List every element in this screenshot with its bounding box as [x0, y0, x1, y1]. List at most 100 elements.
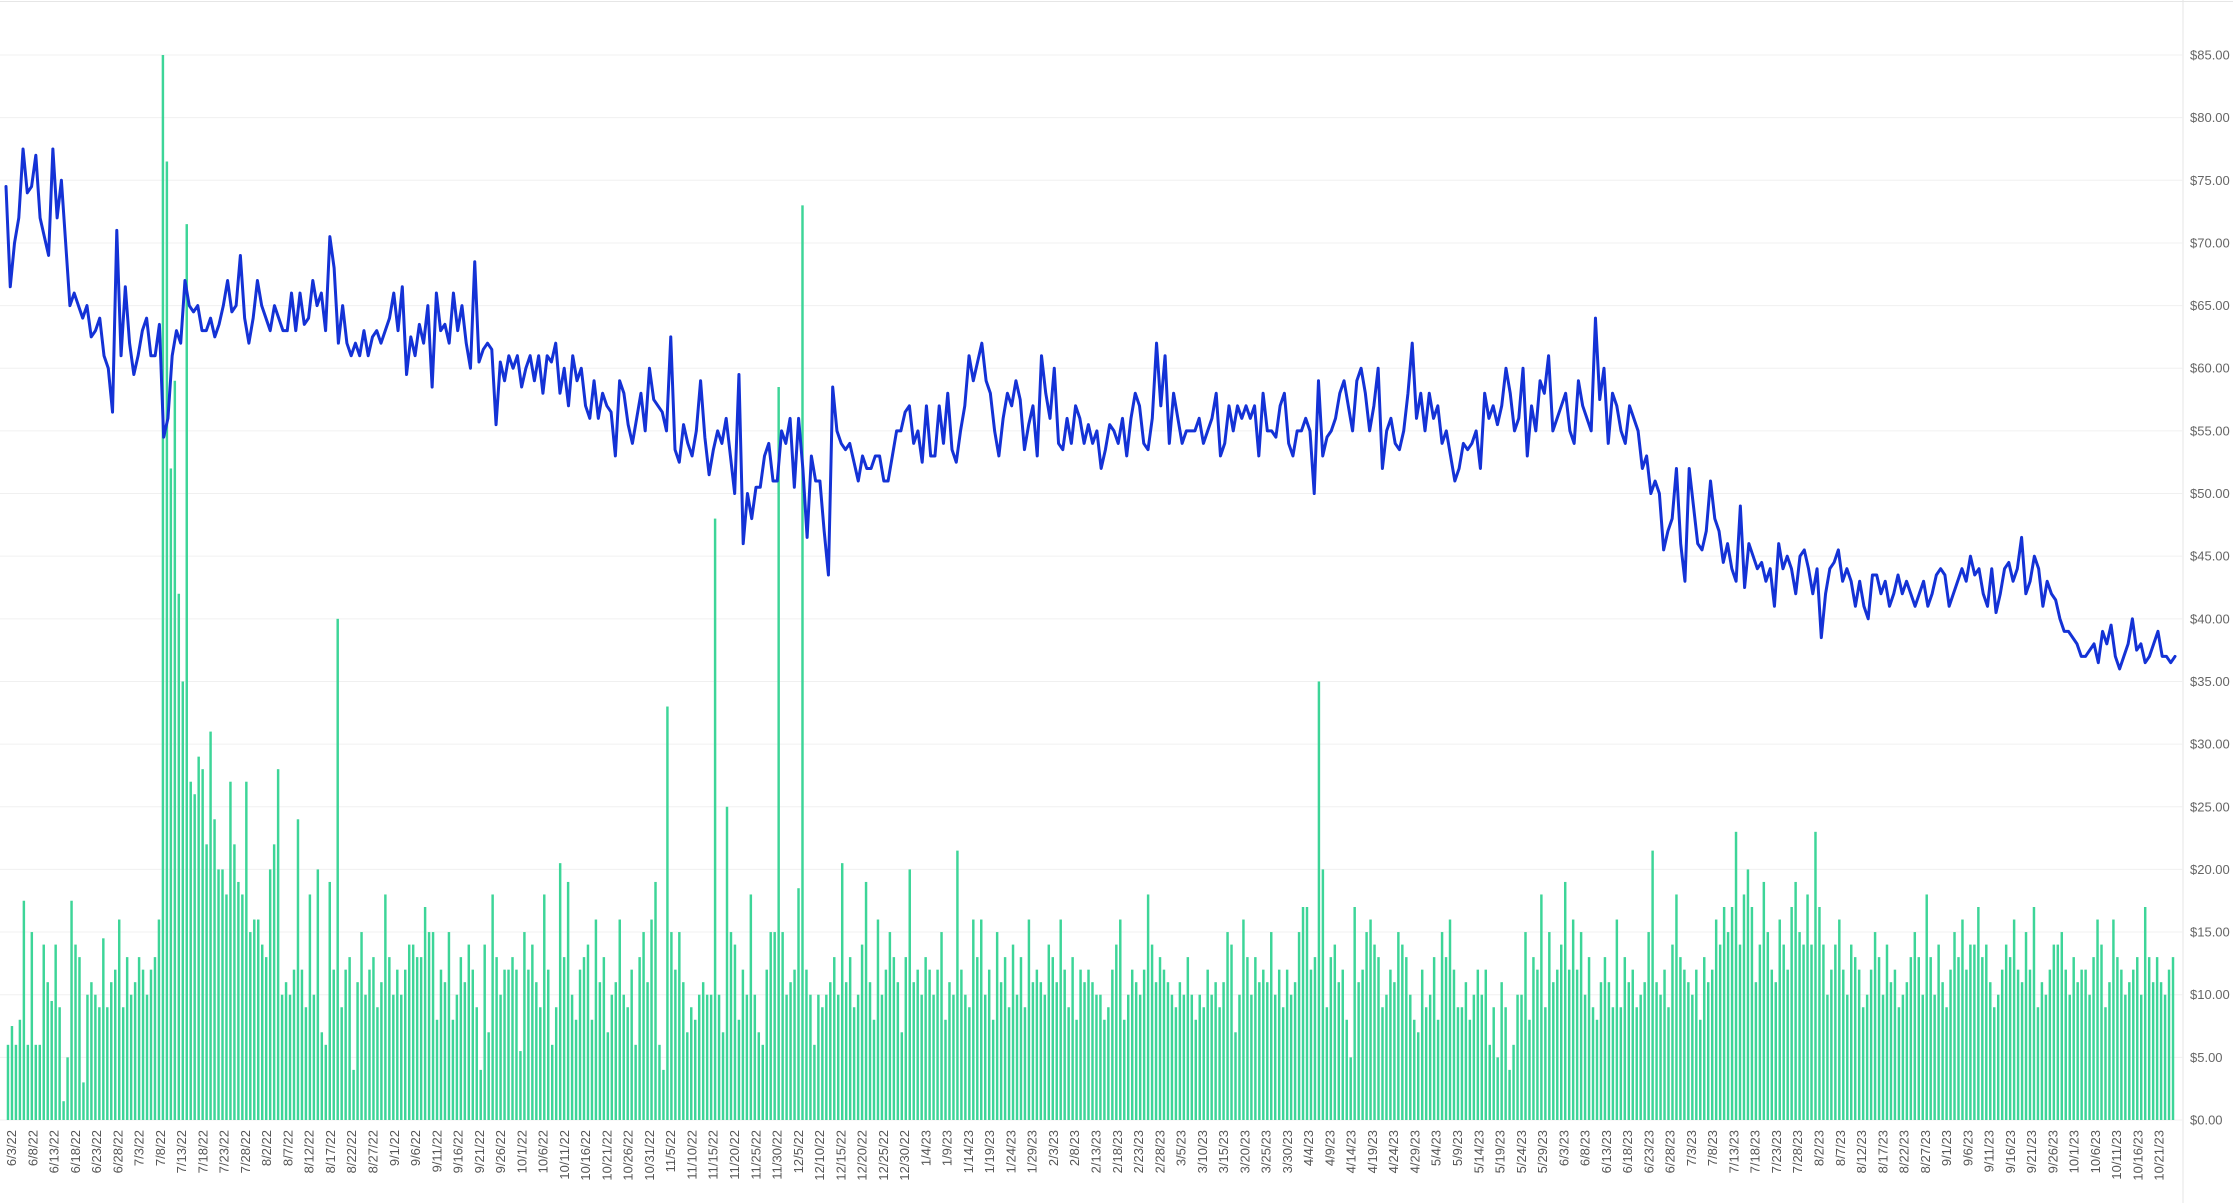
volume-bar — [2016, 969, 2020, 1120]
volume-bar — [1039, 982, 1043, 1120]
x-tick-label: 9/21/22 — [472, 1130, 487, 1173]
volume-bar — [1619, 1007, 1623, 1120]
volume-bar — [844, 982, 848, 1120]
volume-bar — [1842, 969, 1845, 1120]
volume-bar — [114, 969, 117, 1120]
volume-bar — [1953, 932, 1956, 1120]
volume-bar — [1830, 969, 1833, 1120]
volume-bar — [1107, 1007, 1110, 1120]
volume-bar — [376, 1007, 379, 1120]
volume-bar — [562, 957, 566, 1120]
volume-bar — [678, 932, 681, 1120]
volume-bar — [642, 932, 645, 1120]
volume-bar — [1885, 944, 1889, 1120]
volume-bar — [1981, 957, 1984, 1120]
volume-bar — [451, 1019, 455, 1120]
volume-bar — [1424, 1007, 1428, 1120]
volume-bar — [709, 994, 713, 1120]
volume-bar — [1865, 994, 1869, 1120]
volume-bar — [1881, 994, 1885, 1120]
x-tick-label: 12/20/22 — [855, 1130, 870, 1181]
y-tick-label: $55.00 — [2190, 423, 2230, 438]
volume-bar — [1273, 994, 1277, 1120]
y-tick-label: $45.00 — [2190, 549, 2230, 564]
volume-bar — [1989, 982, 1992, 1120]
volume-bar — [2147, 957, 2151, 1120]
volume-bar — [1929, 957, 1932, 1120]
x-tick-label: 7/18/22 — [195, 1130, 210, 1173]
volume-bar — [1111, 969, 1114, 1120]
x-tick-label: 7/18/23 — [1748, 1130, 1763, 1173]
x-tick-label: 6/23/23 — [1641, 1130, 1656, 1173]
volume-bar — [324, 1044, 328, 1120]
volume-bar — [848, 957, 852, 1120]
volume-bar — [1150, 944, 1154, 1120]
volume-bar — [2132, 969, 2135, 1120]
volume-bar — [694, 1019, 697, 1120]
volume-bar — [1226, 932, 1229, 1120]
x-tick-label: 11/25/22 — [748, 1130, 763, 1180]
volume-bar — [1115, 944, 1118, 1120]
volume-bar — [1659, 994, 1662, 1120]
volume-bar — [388, 957, 391, 1120]
x-tick-label: 1/24/23 — [1003, 1130, 1018, 1173]
volume-bar — [125, 957, 129, 1120]
x-tick-label: 10/26/22 — [621, 1130, 636, 1181]
volume-bar — [1079, 969, 1082, 1120]
volume-bar — [348, 957, 351, 1120]
volume-bar — [1790, 907, 1793, 1120]
volume-bar — [2163, 994, 2167, 1120]
volume-bar — [1218, 1007, 1221, 1120]
volume-bar — [1754, 982, 1758, 1120]
volume-bar — [1051, 957, 1054, 1120]
volume-bar — [1687, 982, 1690, 1120]
volume-bar — [1170, 994, 1174, 1120]
volume-bar — [1091, 982, 1094, 1120]
volume-bar — [455, 994, 459, 1120]
volume-bar — [840, 863, 844, 1120]
volume-bar — [1925, 894, 1928, 1120]
x-tick-label: 6/3/23 — [1556, 1130, 1571, 1166]
volume-bar — [825, 994, 828, 1120]
volume-bar — [467, 944, 471, 1120]
volume-bar — [117, 919, 121, 1120]
volume-bar — [1496, 1057, 1499, 1120]
volume-bar — [1540, 894, 1543, 1120]
volume-bar — [1476, 969, 1480, 1120]
volume-bar — [1921, 994, 1924, 1120]
volume-bar — [1468, 1019, 1472, 1120]
volume-bar — [407, 944, 411, 1120]
volume-bar — [2167, 969, 2171, 1120]
volume-bar — [1591, 1007, 1595, 1120]
volume-bar — [1905, 982, 1909, 1120]
volume-bar — [1134, 982, 1138, 1120]
volume-bar — [821, 1007, 824, 1120]
x-tick-label: 3/15/23 — [1216, 1130, 1231, 1173]
x-tick-label: 8/22/22 — [344, 1130, 359, 1173]
volume-bar — [1675, 894, 1678, 1120]
volume-bar — [1726, 932, 1730, 1120]
y-tick-label: $60.00 — [2190, 361, 2230, 376]
volume-bar — [991, 1019, 995, 1120]
volume-bar — [570, 994, 574, 1120]
x-axis: 6/3/22 6/8/22 6/13/22 6/18/22 6/23/22 6/28/22… — [4, 1130, 2167, 1181]
y-tick-label: $65.00 — [2190, 298, 2230, 313]
volume-bar — [2128, 982, 2131, 1120]
volume-bar — [499, 994, 502, 1120]
volume-bar — [1639, 994, 1642, 1120]
volume-bar — [801, 205, 804, 1121]
volume-bar — [690, 1007, 693, 1120]
x-tick-label: 2/28/23 — [1152, 1130, 1167, 1173]
volume-bar — [705, 994, 709, 1120]
volume-bar — [213, 819, 216, 1120]
volume-bar — [1432, 957, 1436, 1120]
volume-bar — [980, 919, 983, 1120]
x-tick-label: 7/23/23 — [1769, 1130, 1784, 1173]
y-tick-label: $35.00 — [2190, 674, 2230, 689]
volume-bar — [892, 957, 896, 1120]
volume-bar — [1615, 919, 1619, 1120]
volume-bar — [1536, 969, 1539, 1120]
volume-bar — [249, 932, 252, 1120]
volume-bar — [1722, 907, 1726, 1120]
volume-bar — [368, 969, 371, 1120]
